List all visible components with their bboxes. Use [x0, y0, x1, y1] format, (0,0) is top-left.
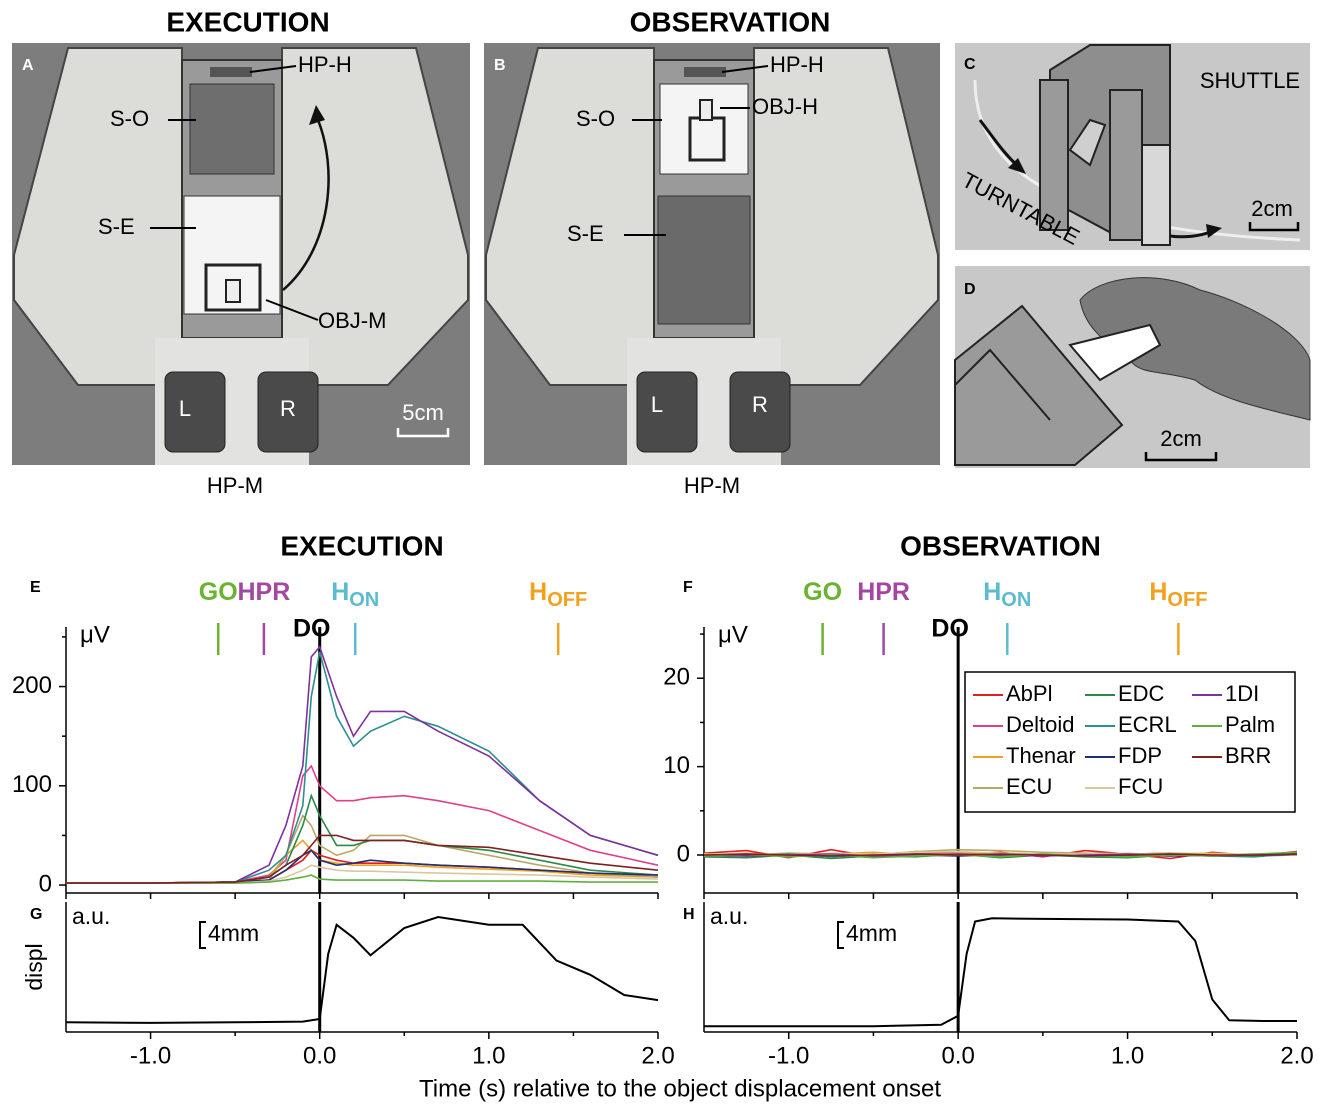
data-line	[66, 652, 658, 883]
photo-label: SHUTTLE	[1200, 68, 1300, 93]
x-tick-label: -1.0	[768, 1042, 809, 1069]
x-tick-label: 2.0	[641, 1042, 674, 1069]
panel-letter: B	[494, 57, 506, 74]
panel-d: D 2cm	[955, 266, 1310, 468]
y-tick-label: 20	[663, 664, 690, 691]
event-label-subscript: ON	[349, 589, 379, 611]
do-label: DO	[293, 615, 331, 643]
event-label: HON	[331, 578, 379, 612]
legend-label: BRR	[1225, 743, 1271, 768]
legend-label: Palm	[1225, 712, 1275, 737]
legend-label: AbPl	[1006, 681, 1052, 706]
event-label-text: H	[1149, 578, 1167, 606]
photo-label: HP-H	[770, 52, 824, 77]
photo-label: L	[651, 392, 663, 417]
panel-b: B HP-H S-O OBJ-H S-E L R HP-M	[484, 43, 940, 498]
legend-label: ECU	[1006, 774, 1052, 799]
event-label-text: H	[529, 578, 547, 606]
data-line	[66, 647, 658, 883]
scale-label: 5cm	[402, 400, 444, 425]
data-line	[704, 918, 1297, 1026]
y-tick-label: 10	[663, 752, 690, 779]
panel-letter: C	[964, 56, 976, 73]
event-label-text: HPR	[237, 578, 290, 606]
event-label-text: HPR	[857, 578, 910, 606]
x-tick-label: 0.0	[303, 1042, 336, 1069]
photo-label: S-E	[567, 221, 604, 246]
y-tick-label: 0	[39, 870, 52, 897]
photo-label: HP-H	[298, 52, 352, 77]
event-label: HPR	[857, 578, 910, 606]
photo-label: HP-M	[207, 473, 263, 498]
legend-label: ECRL	[1118, 712, 1177, 737]
unit-label: μV	[718, 621, 748, 648]
photo-label: L	[179, 396, 191, 421]
panel-letter: F	[683, 579, 693, 596]
figure: EXECUTION OBSERVATION A HP-H S-O S-E OBJ…	[0, 0, 1325, 1106]
do-label: DO	[931, 615, 969, 643]
event-label-subscript: OFF	[1167, 589, 1207, 611]
panel-letter: A	[22, 57, 34, 74]
y-tick-label: 200	[12, 672, 52, 699]
event-label: HON	[983, 578, 1031, 612]
x-tick-label: 0.0	[941, 1042, 974, 1069]
x-tick-label: 1.0	[472, 1042, 505, 1069]
scale-bar	[200, 922, 206, 948]
photo-title: EXECUTION	[166, 6, 329, 37]
photo-label: OBJ-M	[318, 308, 386, 333]
x-tick-label: -1.0	[130, 1042, 171, 1069]
event-label: HOFF	[1149, 578, 1207, 612]
event-label-subscript: ON	[1001, 589, 1031, 611]
y-tick-label: 100	[12, 771, 52, 798]
unit-label: a.u.	[710, 903, 748, 929]
unit-label: a.u.	[72, 903, 110, 929]
x-tick-label: 1.0	[1111, 1042, 1144, 1069]
legend-label: FCU	[1118, 774, 1163, 799]
event-label-text: GO	[803, 578, 842, 606]
event-label: GO	[803, 578, 842, 606]
legend-label: Thenar	[1006, 743, 1076, 768]
photo-label: HP-M	[684, 473, 740, 498]
event-label-subscript: OFF	[547, 589, 587, 611]
panel-letter: E	[30, 579, 41, 596]
scale-bar	[838, 922, 844, 948]
unit-label: μV	[80, 621, 110, 648]
chart-title: OBSERVATION	[900, 530, 1101, 561]
legend-label: 1DI	[1225, 681, 1259, 706]
scale-label: 2cm	[1251, 196, 1293, 221]
photo-label: R	[280, 396, 296, 421]
panel-a: A HP-H S-O S-E OBJ-M L R 5cm HP-M	[12, 43, 470, 498]
event-label-text: GO	[199, 578, 238, 606]
event-label: HPR	[237, 578, 290, 606]
legend-label: EDC	[1118, 681, 1165, 706]
legend-label: FDP	[1118, 743, 1162, 768]
scale-bar-label: 4mm	[846, 920, 897, 946]
y-tick-label: 0	[677, 840, 690, 867]
panel-letter: G	[30, 906, 42, 923]
photo-label: S-E	[98, 214, 135, 239]
scale-label: 2cm	[1160, 426, 1202, 451]
scale-bar-label: 4mm	[208, 920, 259, 946]
photo-label: R	[752, 392, 768, 417]
y-axis-label: displ	[21, 943, 47, 990]
data-line	[66, 917, 658, 1023]
photo-label: S-O	[576, 106, 615, 131]
x-axis-label: Time (s) relative to the object displace…	[419, 1075, 941, 1102]
panel-letter: H	[683, 906, 695, 923]
panel-letter: D	[964, 281, 976, 298]
photo-title: OBSERVATION	[630, 6, 831, 37]
x-tick-label: 2.0	[1280, 1042, 1313, 1069]
event-label: HOFF	[529, 578, 587, 612]
event-label-text: H	[983, 578, 1001, 606]
panel-c: C SHUTTLE TURNTABLE 2cm	[955, 43, 1310, 250]
event-label: GO	[199, 578, 238, 606]
photo-label: S-O	[110, 106, 149, 131]
event-label-text: H	[331, 578, 349, 606]
photo-label: OBJ-H	[752, 94, 818, 119]
legend-label: Deltoid	[1006, 712, 1074, 737]
chart-title: EXECUTION	[280, 530, 443, 561]
